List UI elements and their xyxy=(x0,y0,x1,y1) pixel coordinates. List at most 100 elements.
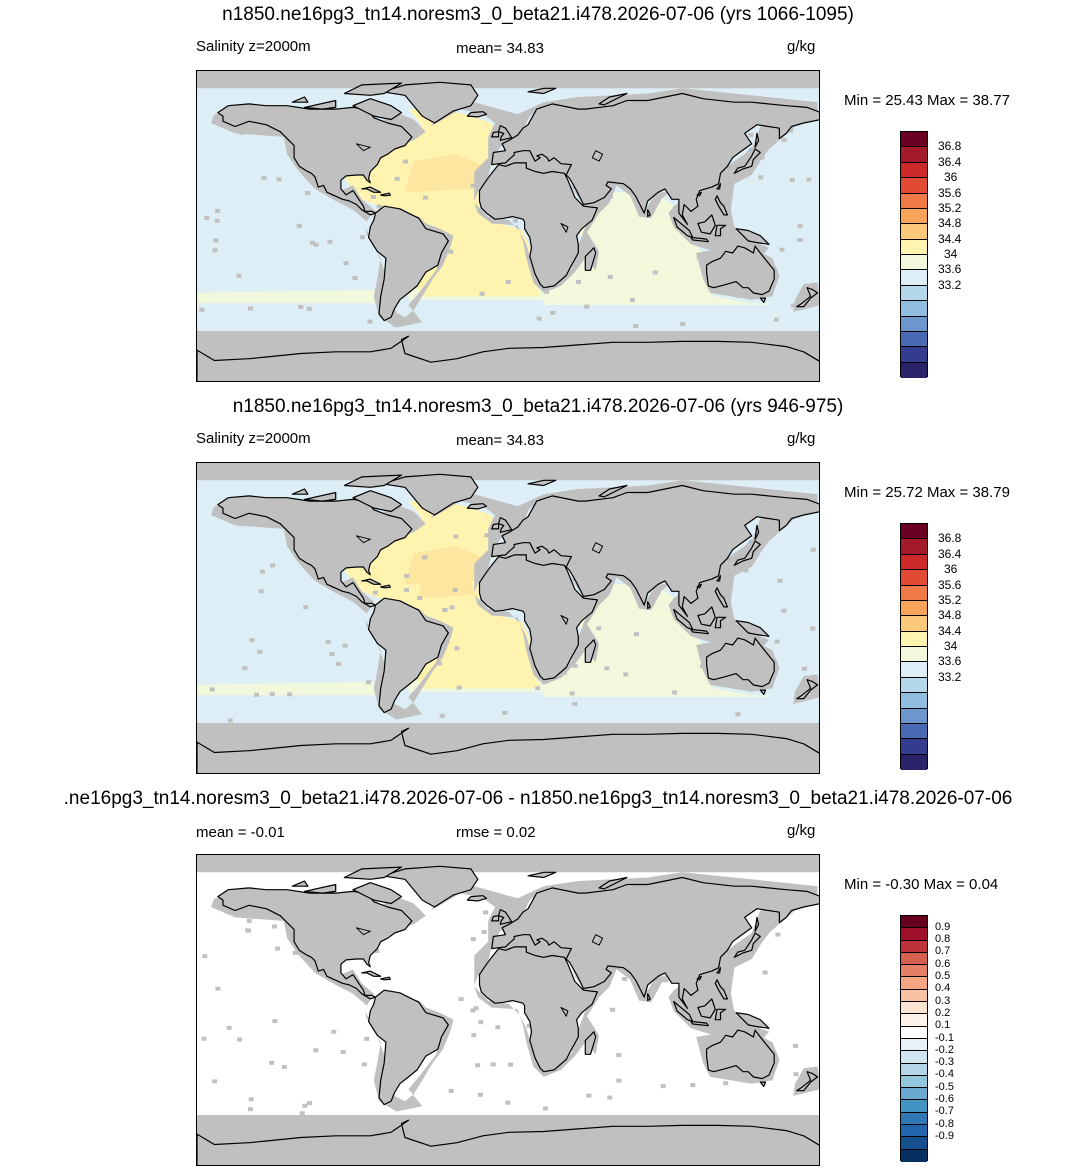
colorbar-swatch xyxy=(901,301,927,317)
colorbar-tick-label: -0.7 xyxy=(935,1105,954,1118)
colorbar-tick-label: -0.8 xyxy=(935,1117,954,1130)
variable-label: Salinity z=2000m xyxy=(196,38,311,55)
colorbar-swatch xyxy=(901,1026,927,1039)
colorbar-tick-label: 36.8 xyxy=(938,139,962,154)
colorbar-swatch xyxy=(901,147,927,163)
colorbar-swatch xyxy=(901,600,927,617)
colorbar-tick-label: -0.5 xyxy=(935,1080,954,1093)
colorbar-swatch xyxy=(901,965,927,978)
colorbar-swatch xyxy=(901,539,927,555)
colorbar-tick-label: 0.3 xyxy=(935,994,951,1007)
min-max-label: Min = 25.43 Max = 38.77 xyxy=(844,92,1010,109)
colorbar-swatch xyxy=(901,1014,927,1027)
colorbar-swatch xyxy=(901,928,927,941)
colorbar-tick-label: 0.4 xyxy=(935,982,951,995)
colorbar-swatch xyxy=(901,1088,927,1101)
colorbar-swatch xyxy=(901,952,927,966)
colorbar-tick-label: 0.7 xyxy=(935,945,951,958)
mean-label: mean = -0.01 xyxy=(196,824,285,841)
panel-title: n1850.ne16pg3_tn14.noresm3_0_beta21.i478… xyxy=(232,396,844,417)
colorbar-swatch xyxy=(901,347,927,363)
colorbar-tick-label: 36.8 xyxy=(938,531,962,546)
colorbar-tick-label: -0.6 xyxy=(935,1093,954,1105)
panel-3: .ne16pg3_tn14.noresm3_0_beta21.i478.2026… xyxy=(0,784,1076,1176)
colorbar-swatch xyxy=(901,1063,927,1076)
colorbar-tick-label: 33.6 xyxy=(938,654,962,669)
colorbar-tick-label: 34.8 xyxy=(938,608,962,623)
units-label: g/kg xyxy=(787,430,816,447)
rmse-label: rmse = 0.02 xyxy=(456,824,536,841)
mean-label: mean= 34.83 xyxy=(456,40,544,57)
colorbar-tick-label: 34.4 xyxy=(938,623,962,638)
units-label: g/kg xyxy=(787,822,816,839)
colorbar-swatch xyxy=(901,178,927,194)
colorbar-swatch xyxy=(901,916,927,929)
colorbar-swatch xyxy=(901,554,927,571)
colorbar-swatch xyxy=(901,1075,927,1089)
colorbar-tick-label: 35.2 xyxy=(938,592,962,607)
colorbar-swatch xyxy=(901,631,927,647)
colorbar-swatch xyxy=(901,255,927,271)
colorbar-tick-label: 0.6 xyxy=(935,957,951,970)
panel-title: .ne16pg3_tn14.noresm3_0_beta21.i478.2026… xyxy=(63,788,1013,809)
colorbar-swatch xyxy=(901,1137,927,1150)
colorbar-swatch xyxy=(901,1112,927,1126)
colorbar-tick-label: -0.2 xyxy=(935,1043,954,1056)
colorbar-swatch xyxy=(901,570,927,586)
min-max-label: Min = -0.30 Max = 0.04 xyxy=(844,876,999,893)
colorbar-tick-label: 34 xyxy=(944,247,958,261)
colorbar-swatch xyxy=(901,647,927,663)
colorbar-swatch xyxy=(901,754,927,770)
colorbar-swatch xyxy=(901,162,927,179)
colorbar-tick-label: 36.4 xyxy=(938,546,962,561)
difference-map xyxy=(196,854,820,1166)
colorbar-swatch xyxy=(901,940,927,953)
colorbar-tick-label: 33.2 xyxy=(938,277,962,292)
colorbar-tick-label: 33.6 xyxy=(938,262,962,277)
colorbar-tick-label: 35.6 xyxy=(938,185,962,200)
colorbar-tick-label: 0.2 xyxy=(935,1006,951,1019)
colorbar-swatch xyxy=(901,224,927,240)
colorbar-swatch xyxy=(901,977,927,990)
units-label: g/kg xyxy=(787,38,816,55)
colorbar-swatch xyxy=(901,239,927,255)
colorbar-swatch xyxy=(901,708,927,724)
colorbar-tick-label: 34.4 xyxy=(938,231,962,246)
colorbar-tick-label: 33.2 xyxy=(938,669,962,684)
colorbar-swatch xyxy=(901,739,927,755)
colorbar-swatch xyxy=(901,208,927,225)
colorbar-swatch xyxy=(901,1051,927,1064)
colorbar-swatch xyxy=(901,585,927,601)
salinity-map xyxy=(196,462,820,774)
colorbar-swatch xyxy=(901,193,927,209)
colorbar xyxy=(900,915,928,1162)
colorbar-tick-label: 0.9 xyxy=(935,920,951,933)
mean-label: mean= 34.83 xyxy=(456,432,544,449)
colorbar-swatch xyxy=(901,723,927,740)
colorbar-tick-label: 35.2 xyxy=(938,200,962,215)
min-max-label: Min = 25.72 Max = 38.79 xyxy=(844,484,1010,501)
colorbar-swatch xyxy=(901,1125,927,1138)
colorbar-swatch xyxy=(901,270,927,286)
colorbar-swatch xyxy=(901,524,927,540)
colorbar-swatch xyxy=(901,989,927,1003)
colorbar xyxy=(900,523,928,770)
colorbar-tick-label: 36.4 xyxy=(938,154,962,169)
colorbar-swatch xyxy=(901,1038,927,1052)
colorbar-tick-label: 0.8 xyxy=(935,933,951,946)
colorbar-swatch xyxy=(901,616,927,632)
colorbar-swatch xyxy=(901,132,927,148)
colorbar-tick-label: -0.9 xyxy=(935,1129,954,1142)
colorbar-tick-label: 34 xyxy=(944,639,958,653)
panel-1: n1850.ne16pg3_tn14.noresm3_0_beta21.i478… xyxy=(0,0,1076,392)
colorbar-swatch xyxy=(901,677,927,694)
colorbar-tick-label: 35.6 xyxy=(938,577,962,592)
colorbar-tick-label: -0.1 xyxy=(935,1031,954,1044)
salinity-map xyxy=(196,70,820,382)
colorbar-tick-label: 36 xyxy=(944,170,958,185)
colorbar-tick-label: -0.3 xyxy=(935,1056,954,1069)
panel-title: n1850.ne16pg3_tn14.noresm3_0_beta21.i478… xyxy=(222,4,854,25)
colorbar-swatch xyxy=(901,662,927,678)
colorbar-swatch xyxy=(901,1149,927,1162)
colorbar-swatch xyxy=(901,1100,927,1113)
